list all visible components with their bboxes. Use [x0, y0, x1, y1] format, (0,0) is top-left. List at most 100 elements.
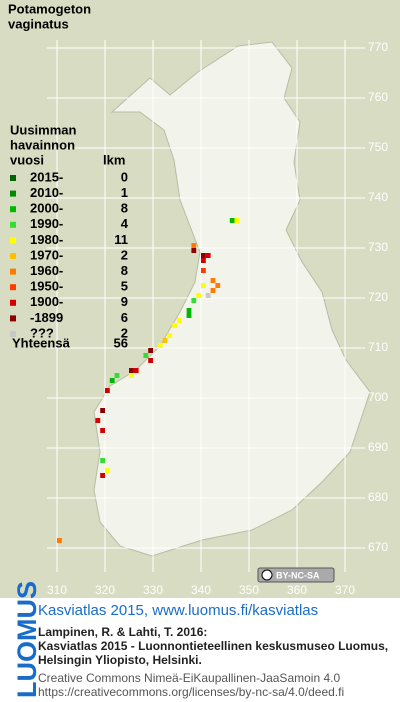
- x-tick-label: 330: [143, 583, 163, 597]
- observation-square: [143, 353, 149, 358]
- observation-square: [148, 358, 153, 363]
- y-tick-label: 770: [368, 40, 388, 54]
- legend-count: 5: [121, 279, 128, 294]
- legend-count: 9: [121, 294, 128, 309]
- grid: 310 320 330 340 350 360 370 770 760 750 740 730 720 7…: [47, 40, 388, 597]
- observation-square: [100, 428, 105, 433]
- cc-badge: [257, 567, 335, 583]
- country-outline: [93, 41, 371, 557]
- legend-heading: vuosi: [10, 152, 44, 167]
- y-tick-label: 740: [368, 190, 388, 204]
- observation-square: [162, 338, 168, 343]
- y-tick-label: 710: [368, 340, 388, 354]
- legend-swatch: [10, 190, 16, 197]
- observation-square: [215, 283, 221, 288]
- legend-count-heading: lkm: [103, 152, 125, 167]
- title: Potamogeton: [8, 1, 91, 16]
- citation: Kasviatlas 2015 - Luonnontieteellinen ke…: [38, 639, 388, 653]
- observation-square: [196, 293, 201, 298]
- observation-square: [148, 348, 153, 353]
- legend-count: 2: [121, 325, 128, 340]
- license: Creative Commons Nimeä-EiKaupallinen-Jaa…: [38, 671, 340, 685]
- legend-label: -1899: [30, 310, 63, 325]
- legend-heading: havainnon: [10, 137, 75, 152]
- legend-heading: Uusimman: [10, 122, 77, 137]
- observation-square: [133, 368, 139, 373]
- x-tick-label: 320: [95, 583, 115, 597]
- observation-square: [100, 458, 105, 463]
- observation-square: [201, 283, 206, 288]
- legend-label: 2000-: [30, 201, 63, 216]
- observation-square: [95, 418, 101, 423]
- legend-swatch: [10, 175, 16, 181]
- x-tick-label: 340: [191, 583, 211, 597]
- license: https://creativecommons.org/licenses/by-…: [38, 685, 344, 699]
- legend-swatch: [10, 237, 16, 244]
- legend-count: 11: [114, 232, 128, 247]
- observation-square: [186, 313, 192, 318]
- legend-swatch: [10, 268, 16, 275]
- legend-count: 4: [121, 216, 129, 231]
- observations: [57, 218, 240, 543]
- y-tick-label: 760: [368, 90, 388, 104]
- legend-total: 56: [114, 335, 128, 350]
- legend-swatch: [10, 331, 16, 337]
- legend-count: 6: [121, 310, 128, 325]
- observation-square: [177, 318, 182, 323]
- legend-label: 1970-: [30, 247, 63, 262]
- observation-square: [191, 248, 197, 253]
- legend-count: 0: [121, 169, 128, 184]
- footer-background: [0, 598, 400, 702]
- y-tick-label: 670: [368, 540, 388, 554]
- cc-badge-text: BY-NC-SA: [276, 570, 320, 580]
- citation: Lampinen, R. & Lahti, T. 2016:: [38, 625, 207, 639]
- observation-square: [114, 373, 120, 378]
- title: vaginatus: [8, 16, 69, 31]
- legend-swatch: [10, 315, 16, 322]
- observation-square: [210, 278, 216, 283]
- legend-swatch: [10, 299, 16, 306]
- observation-square: [229, 218, 235, 223]
- legend-total-label: Yhteensä: [12, 335, 71, 350]
- observation-square: [234, 218, 240, 223]
- observation-square: [201, 258, 206, 263]
- legend-label: 2015-: [30, 169, 63, 184]
- observation-square: [109, 378, 115, 383]
- legend-label: 2010-: [30, 185, 63, 200]
- observation-square: [205, 253, 211, 258]
- y-tick-label: 690: [368, 440, 388, 454]
- cc-icon: [261, 569, 273, 581]
- x-tick-label: 370: [335, 583, 355, 597]
- legend-count: 8: [121, 201, 128, 216]
- observation-square: [201, 253, 206, 258]
- legend-swatch: [10, 284, 16, 291]
- observation-square: [57, 538, 62, 543]
- observation-square: [129, 368, 134, 373]
- legend: 2015- 0 2010- 1 2000- 8 1990- 4 1980- 11 1970- 2 196…: [10, 169, 129, 340]
- y-tick-label: 720: [368, 290, 388, 304]
- legend-label: 1960-: [30, 263, 63, 278]
- observation-square: [191, 298, 197, 303]
- legend-count: 8: [121, 263, 128, 278]
- observation-square: [186, 308, 192, 313]
- x-tick-label: 350: [239, 583, 259, 597]
- legend-count: 2: [121, 247, 128, 262]
- x-tick-label: 310: [47, 583, 67, 597]
- y-tick-label: 680: [368, 490, 388, 504]
- legend-count: 1: [121, 185, 128, 200]
- x-tick-label: 360: [287, 583, 307, 597]
- observation-square: [100, 473, 105, 478]
- brand: LUOMUS: [12, 581, 42, 698]
- y-tick-label: 750: [368, 140, 388, 154]
- legend-label: 1990-: [30, 216, 63, 231]
- observation-square: [205, 293, 211, 298]
- observation-square: [105, 468, 110, 473]
- citation: Helsingin Yliopisto, Helsinki.: [38, 653, 202, 667]
- observation-square: [105, 388, 110, 393]
- observation-square: [100, 408, 105, 413]
- observation-square: [210, 288, 216, 293]
- legend-swatch: [10, 206, 16, 213]
- observation-square: [201, 268, 206, 273]
- legend-label: ???: [30, 325, 54, 340]
